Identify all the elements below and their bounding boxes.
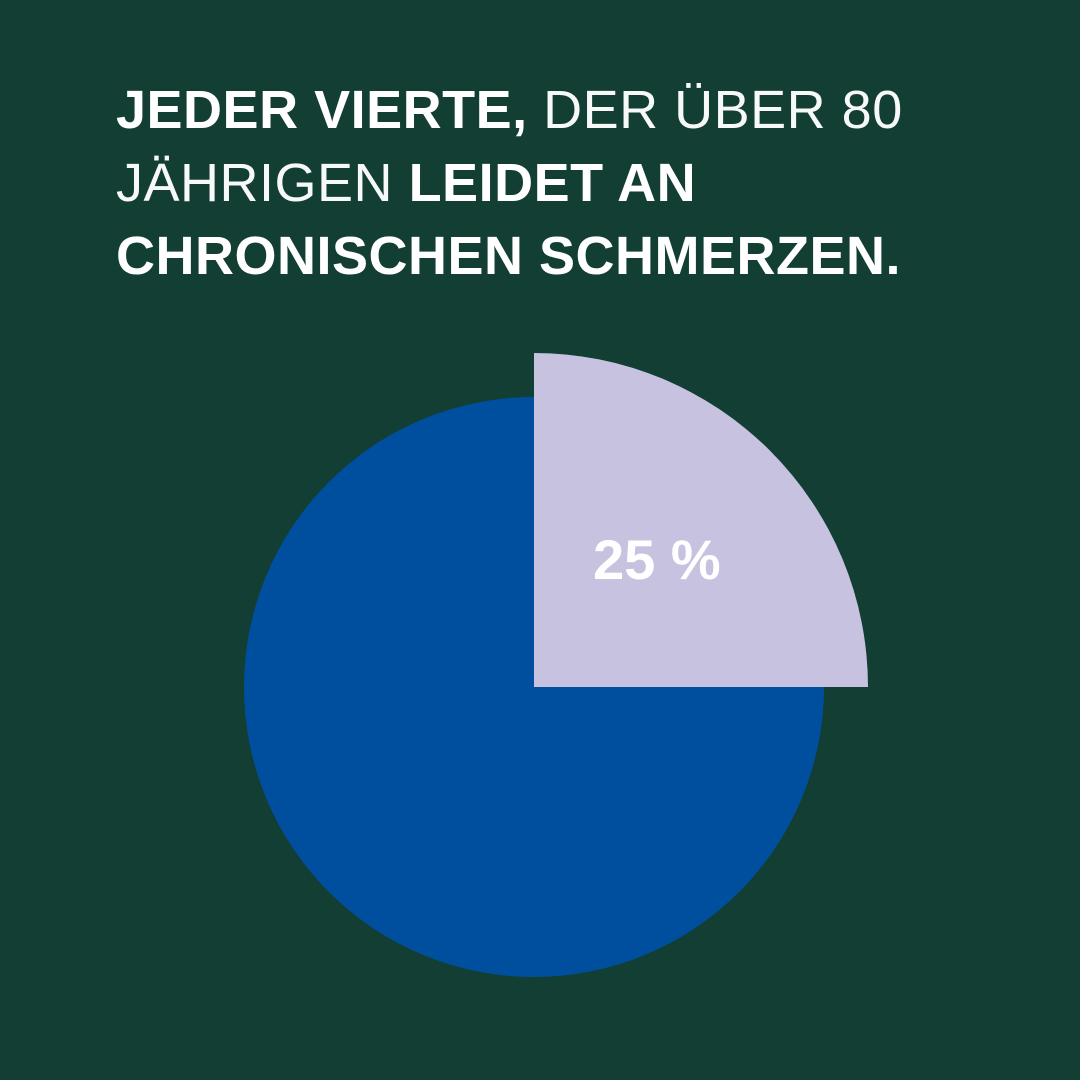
pie-labels: 25 %	[593, 528, 721, 591]
pie-slice-1	[244, 397, 824, 977]
headline-bold-2: LEIDET AN	[408, 153, 697, 213]
headline: JEDER VIERTE, DER ÜBER 80 JÄHRIGEN LEIDE…	[116, 74, 1016, 293]
headline-bold-3: CHRONISCHEN SCHMERZEN.	[116, 226, 902, 286]
headline-bold-1: JEDER VIERTE,	[116, 80, 528, 140]
pie-slice-0	[534, 353, 868, 687]
headline-light-1: DER ÜBER 80	[543, 80, 903, 140]
headline-light-2: JÄHRIGEN	[116, 153, 394, 213]
pie-slice-label-0: 25 %	[593, 528, 721, 591]
pie-slices	[244, 353, 868, 977]
